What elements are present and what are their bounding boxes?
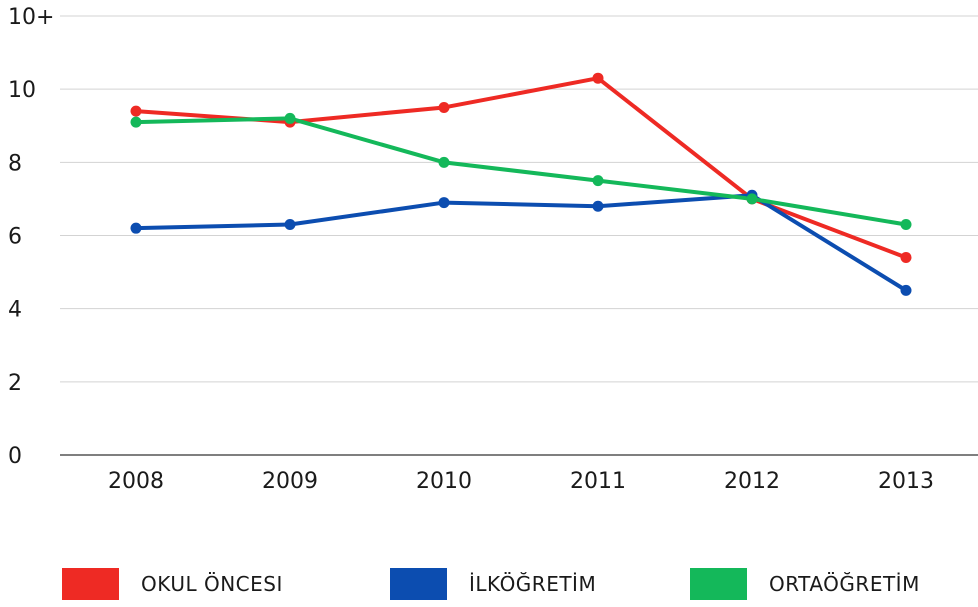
legend-item-ortaogretim[interactable]: ORTAÖĞRETİM [690, 568, 920, 600]
x-axis-ticks: 2008 2009 2010 2011 2012 2013 [108, 469, 934, 494]
x-tick-label: 2009 [262, 469, 318, 494]
legend-swatch-ilkogretim [390, 568, 447, 600]
y-tick-label: 4 [8, 298, 22, 323]
series-line [134, 116, 908, 227]
series-lines [134, 76, 908, 293]
legend-label-okul-oncesi: OKUL ÖNCESI [141, 572, 283, 596]
legend-label-ilkogretim: İLKÖĞRETİM [469, 572, 597, 596]
y-tick-label: 6 [8, 225, 22, 250]
data-point [438, 156, 450, 168]
x-tick-label: 2011 [570, 469, 626, 494]
series-points [130, 72, 912, 296]
data-point [900, 284, 912, 296]
y-tick-label: 8 [8, 151, 22, 176]
legend-swatch-ortaogretim [690, 568, 747, 600]
data-point [284, 112, 296, 124]
data-point [438, 197, 450, 209]
data-point [900, 219, 912, 231]
data-point [284, 219, 296, 231]
data-point [130, 116, 142, 128]
legend-item-okul-oncesi[interactable]: OKUL ÖNCESI [62, 568, 283, 600]
line-chart: 0 2 4 6 8 10 10+ 2008 2009 2010 2011 2012 2013 [8, 5, 978, 494]
data-point [130, 105, 142, 117]
legend-swatch-okul-oncesi [62, 568, 119, 600]
y-tick-label: 10 [8, 78, 36, 103]
legend-item-ilkogretim[interactable]: İLKÖĞRETİM [390, 568, 596, 600]
data-point [900, 251, 912, 263]
x-tick-label: 2008 [108, 469, 164, 494]
series-line [134, 76, 908, 260]
data-point [592, 175, 604, 187]
x-tick-label: 2010 [416, 469, 472, 494]
data-point [592, 72, 604, 84]
y-tick-label: 2 [8, 371, 22, 396]
data-point [438, 101, 450, 113]
y-tick-label: 0 [8, 444, 22, 469]
x-tick-label: 2013 [878, 469, 934, 494]
y-axis-ticks: 0 2 4 6 8 10 10+ [8, 5, 54, 469]
gridlines [60, 15, 978, 456]
series-line [134, 193, 908, 293]
data-point [130, 222, 142, 234]
x-tick-label: 2012 [724, 469, 780, 494]
legend-label-ortaogretim: ORTAÖĞRETİM [769, 572, 920, 596]
legend: OKUL ÖNCESI İLKÖĞRETİM ORTAÖĞRETİM [0, 560, 978, 607]
y-tick-label: 10+ [8, 5, 54, 30]
data-point [746, 193, 758, 205]
data-point [592, 200, 604, 212]
